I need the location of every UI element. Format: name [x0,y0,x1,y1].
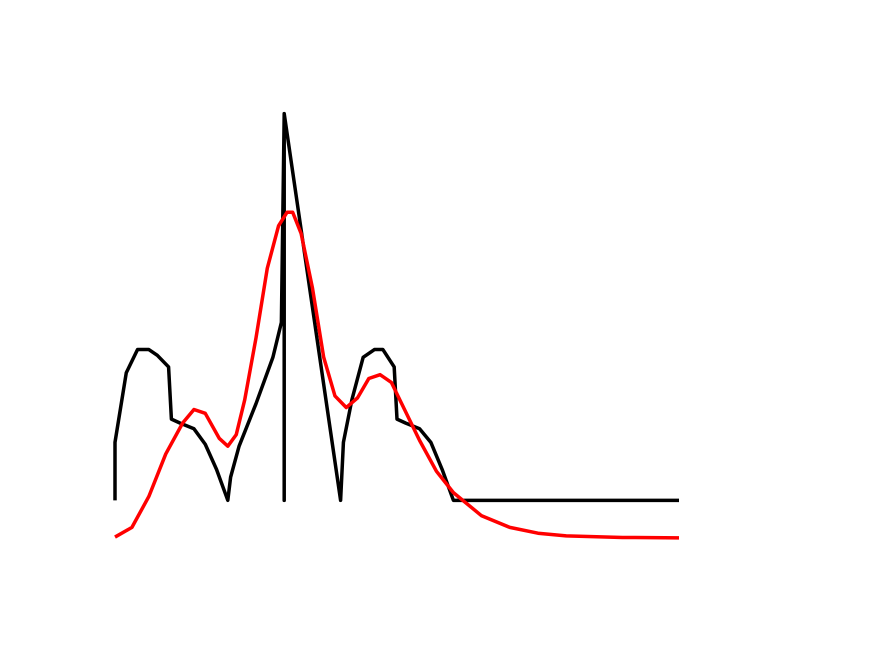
series-line-1 [113,111,679,503]
series-layer [113,111,680,540]
series-line-2 [114,210,680,540]
